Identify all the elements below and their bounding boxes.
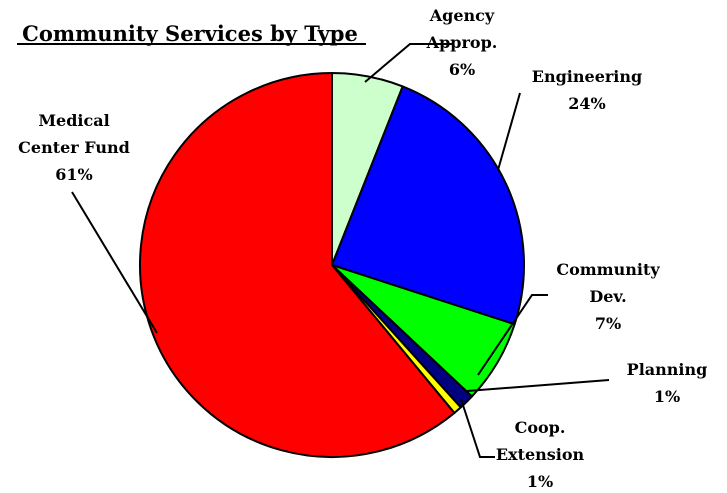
leader-line-2 bbox=[477, 294, 548, 376]
slice-label-0: Agency Approp. 6% bbox=[426, 6, 498, 79]
slice-label-line-0-1: Approp. bbox=[426, 33, 498, 52]
slice-labels: Agency Approp. 6% Engineering 24% Community De… bbox=[18, 6, 707, 491]
slice-percent-0: 6% bbox=[449, 60, 475, 79]
leader-line-4 bbox=[460, 398, 495, 458]
leader-line-0 bbox=[364, 43, 454, 83]
pie-slice-1 bbox=[331, 85, 525, 326]
chart-title-group: Community Services by Type bbox=[17, 21, 366, 46]
slice-label-2: Community Dev. 7% bbox=[556, 260, 660, 333]
slice-label-line-1-0: Engineering bbox=[532, 67, 642, 86]
leader-line-5 bbox=[71, 191, 158, 334]
slice-label-line-5-1: Center Fund bbox=[18, 138, 130, 157]
slice-label-4: Coop. Extension 1% bbox=[496, 418, 585, 491]
slice-label-line-2-0: Community bbox=[556, 260, 660, 279]
slice-label-line-2-1: Dev. bbox=[589, 287, 626, 306]
slice-label-line-4-1: Extension bbox=[496, 445, 585, 464]
slice-label-1: Engineering 24% bbox=[532, 67, 642, 113]
slice-percent-5: 61% bbox=[55, 165, 92, 184]
slice-percent-2: 7% bbox=[595, 314, 621, 333]
slice-label-5: Medical Center Fund 61% bbox=[18, 111, 130, 184]
slice-label-line-0-0: Agency bbox=[429, 6, 495, 25]
slice-label-line-3-0: Planning bbox=[627, 360, 708, 379]
slice-percent-4: 1% bbox=[527, 472, 553, 491]
leader-line-1 bbox=[497, 92, 521, 171]
slice-label-line-5-0: Medical bbox=[38, 111, 109, 130]
slice-percent-1: 24% bbox=[568, 94, 605, 113]
leader-lines bbox=[71, 43, 610, 458]
pie-slices bbox=[139, 72, 525, 458]
pie-slice-5 bbox=[139, 72, 456, 458]
slice-label-3: Planning 1% bbox=[627, 360, 708, 406]
slice-percent-3: 1% bbox=[654, 387, 680, 406]
chart-title: Community Services by Type bbox=[22, 21, 358, 46]
slice-label-line-4-0: Coop. bbox=[515, 418, 566, 437]
leader-line-3 bbox=[466, 379, 610, 392]
